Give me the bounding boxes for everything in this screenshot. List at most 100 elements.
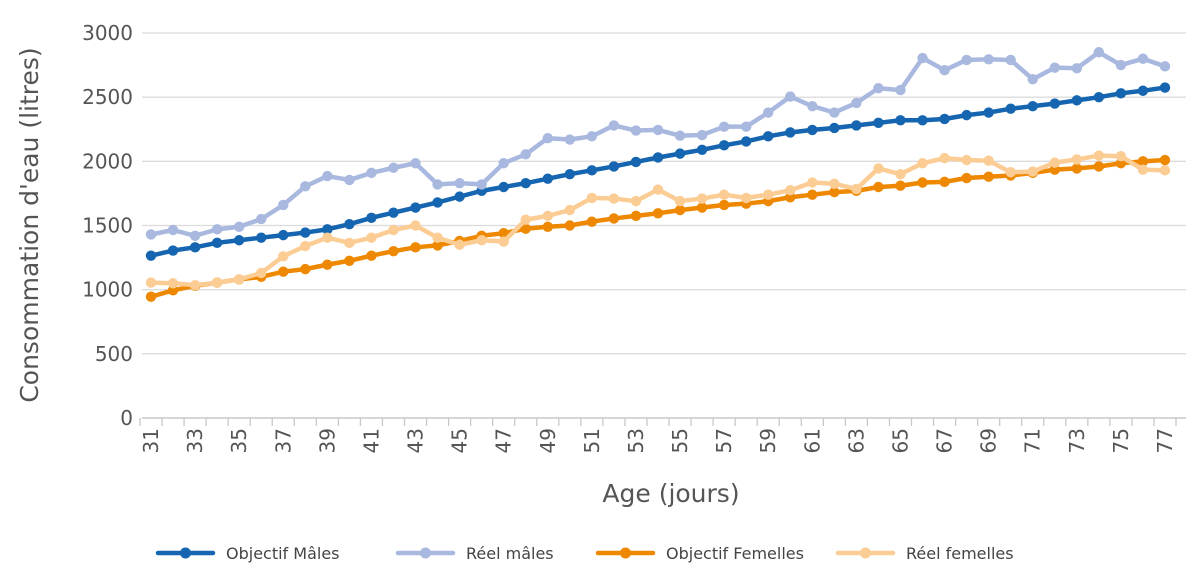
data-point: [167, 278, 179, 289]
data-point: [785, 127, 796, 138]
data-point: [1049, 157, 1060, 168]
data-point: [145, 277, 157, 288]
legend-item: Réel mâles: [395, 544, 554, 563]
data-point: [1137, 53, 1149, 64]
data-point: [586, 131, 598, 142]
data-point: [807, 100, 818, 112]
data-point: [674, 204, 686, 216]
data-point: [1115, 151, 1127, 162]
data-point: [300, 263, 311, 275]
series-3: [145, 150, 1171, 291]
data-point: [233, 235, 245, 246]
data-point: [432, 179, 443, 190]
data-point: [322, 170, 333, 182]
data-point: [388, 207, 399, 218]
data-point: [432, 197, 443, 208]
data-point: [696, 144, 708, 155]
x-tick-label: 45: [448, 428, 472, 453]
data-point: [278, 229, 289, 241]
data-point: [498, 181, 509, 193]
data-point: [564, 168, 576, 180]
data-point: [939, 113, 950, 125]
data-point: [344, 219, 355, 230]
data-point: [278, 266, 289, 277]
data-point: [1027, 166, 1038, 177]
y-tick-label: 1000: [82, 278, 133, 302]
data-point: [873, 163, 884, 174]
data-point: [454, 177, 465, 189]
data-point: [851, 120, 862, 131]
data-point: [873, 181, 884, 193]
data-point: [630, 195, 642, 207]
data-point: [322, 259, 333, 270]
data-point: [630, 125, 642, 136]
gridlines: [142, 32, 1186, 355]
x-tick-label: 63: [844, 428, 868, 453]
legend: Objectif Mâles Réel mâles Objectif Femelle…: [155, 544, 1014, 563]
data-point: [917, 177, 928, 188]
y-tick-label: 1500: [82, 214, 133, 238]
data-point: [718, 189, 730, 200]
data-point: [432, 240, 443, 251]
data-point: [895, 84, 906, 96]
x-tick-label: 43: [404, 428, 428, 453]
data-point: [1159, 165, 1171, 176]
data-point: [983, 107, 994, 118]
data-point: [564, 134, 576, 145]
data-point: [763, 107, 774, 118]
data-point: [895, 168, 906, 180]
data-point: [961, 109, 972, 121]
data-point: [1005, 167, 1016, 178]
legend-label: Réel mâles: [466, 544, 554, 563]
data-point: [145, 250, 157, 261]
series-2: [145, 154, 1171, 302]
data-point: [189, 230, 201, 241]
x-axis-ticks: 31 33 35 37 39 41 43 45 47 49 51 53 55 57 59 61 63 65 67 69…: [139, 418, 1177, 453]
data-point: [586, 216, 598, 227]
data-point: [1159, 82, 1171, 93]
data-point: [145, 291, 157, 302]
data-point: [674, 148, 686, 159]
data-point: [1115, 88, 1127, 99]
x-tick-label: 35: [227, 428, 251, 453]
data-point: [983, 155, 994, 166]
data-point: [740, 121, 752, 132]
legend-item: Objectif Femelles: [595, 544, 804, 563]
data-point: [1071, 63, 1083, 74]
data-point: [498, 158, 509, 169]
data-point: [829, 186, 840, 198]
data-point: [1005, 103, 1016, 114]
series-0: [145, 82, 1171, 261]
x-tick-label: 75: [1109, 428, 1133, 453]
x-tick-label: 53: [624, 428, 648, 453]
data-point: [961, 172, 972, 184]
data-point: [564, 220, 576, 231]
data-point: [917, 158, 928, 169]
data-point: [300, 181, 311, 192]
x-tick-label: 55: [668, 428, 692, 453]
data-point: [785, 185, 796, 196]
data-point: [344, 237, 355, 249]
data-point: [961, 54, 972, 66]
legend-swatch-marker: [860, 547, 871, 559]
legend-swatch-marker: [420, 547, 431, 559]
data-point: [278, 251, 289, 262]
data-point: [366, 167, 377, 179]
data-point: [366, 232, 377, 243]
y-tick-label: 3000: [82, 21, 133, 45]
data-point: [983, 54, 994, 65]
data-point: [410, 202, 421, 213]
data-point: [322, 232, 333, 243]
data-point: [1005, 54, 1016, 66]
data-point: [1093, 91, 1105, 103]
legend-item: Réel femelles: [835, 544, 1014, 563]
data-point: [829, 178, 840, 189]
data-point: [476, 179, 487, 190]
x-tick-label: 57: [712, 428, 736, 453]
data-point: [807, 189, 818, 200]
x-tick-label: 51: [580, 428, 604, 453]
data-point: [630, 156, 642, 168]
data-point: [211, 277, 223, 288]
data-point: [366, 212, 377, 223]
